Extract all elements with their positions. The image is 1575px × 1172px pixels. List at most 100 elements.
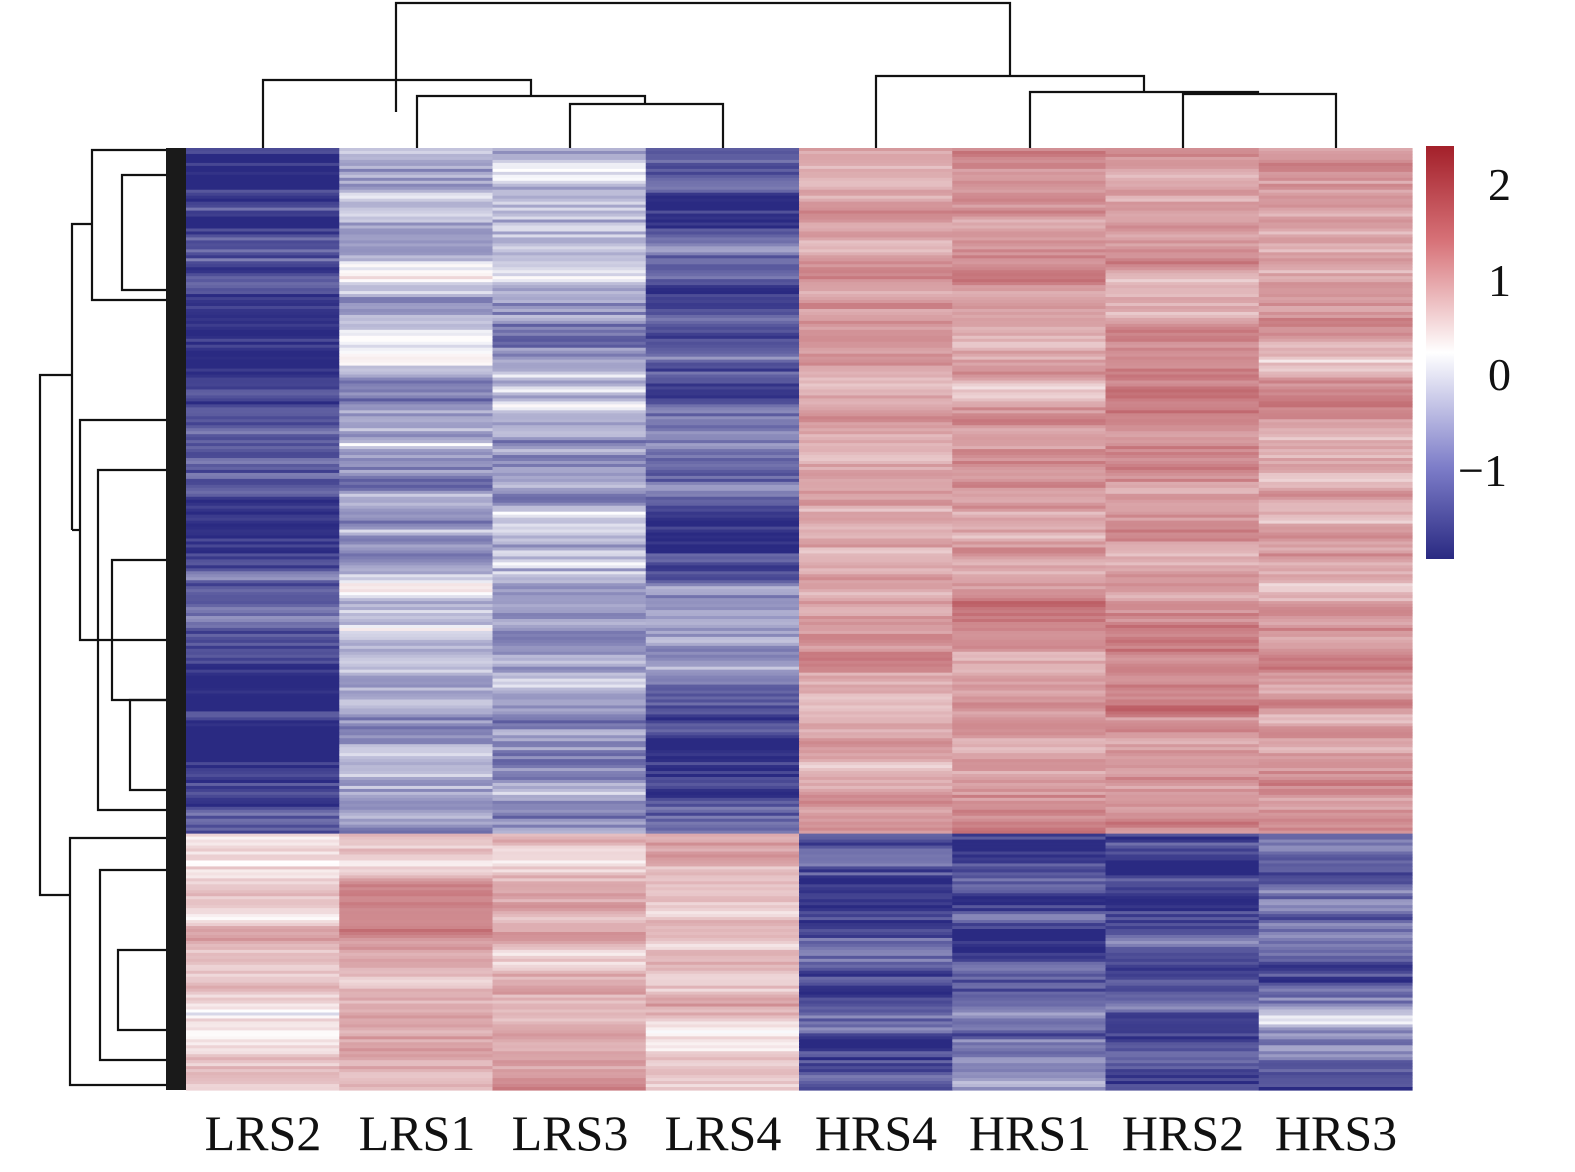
heatmap-cell [339, 240, 494, 244]
heatmap-cell [339, 398, 494, 402]
heatmap-cell [1258, 267, 1413, 271]
heatmap-cell [1105, 872, 1260, 876]
heatmap-cell [1258, 908, 1413, 912]
heatmap-cell [339, 177, 494, 182]
heatmap-cell [645, 344, 800, 349]
heatmap-cell [339, 1039, 494, 1043]
heatmap-cell [186, 520, 340, 525]
heatmap-cell [799, 544, 953, 549]
heatmap-cell [186, 371, 340, 376]
heatmap-cell [799, 541, 953, 546]
heatmap-cell [1105, 723, 1260, 727]
heatmap-cell [492, 490, 647, 495]
heatmap-cell [799, 678, 953, 683]
heatmap-cell [492, 383, 647, 388]
heatmap-cell [339, 642, 494, 647]
heatmap-cell [645, 183, 800, 188]
heatmap-cell [799, 583, 953, 587]
heatmap-cell [339, 535, 494, 540]
heatmap-cell [1105, 326, 1260, 331]
heatmap-cell [799, 338, 953, 343]
heatmap-cell [339, 359, 494, 364]
heatmap-cell [339, 1066, 494, 1070]
heatmap-cell [645, 711, 800, 715]
heatmap-cell [645, 443, 800, 447]
heatmap-cell [952, 729, 1107, 733]
heatmap-cell [645, 216, 800, 221]
heatmap-cell [186, 183, 340, 188]
heatmap-cell [1258, 917, 1413, 921]
heatmap-cell [1105, 627, 1260, 632]
heatmap-cell [492, 338, 647, 343]
heatmap-cell [1105, 413, 1260, 417]
heatmap-cell [952, 601, 1107, 605]
column-label: LRS2 [205, 1105, 322, 1161]
heatmap-cell [492, 416, 647, 420]
heatmap-cell [799, 979, 953, 984]
heatmap-cell [1105, 305, 1260, 310]
heatmap-cell [186, 732, 340, 736]
heatmap-cell [645, 964, 800, 969]
heatmap-cell [799, 520, 953, 525]
heatmap-cell [645, 934, 800, 939]
heatmap-cell [799, 559, 953, 563]
heatmap-cell [645, 395, 800, 399]
heatmap-cell [645, 311, 800, 316]
heatmap-cell [186, 189, 340, 194]
heatmap-cell [1258, 544, 1413, 549]
heatmap-cell [645, 660, 800, 665]
heatmap-cell [1105, 970, 1260, 975]
heatmap-cell [1258, 493, 1413, 498]
heatmap-cell [952, 732, 1107, 736]
heatmap-cell [1105, 729, 1260, 733]
heatmap-cell [645, 401, 800, 405]
heatmap-cell [492, 511, 647, 516]
heatmap-cell [645, 425, 800, 429]
heatmap-cell [799, 592, 953, 596]
heatmap-cell [339, 463, 494, 468]
heatmap-cell [799, 932, 953, 936]
heatmap-cell [952, 1081, 1107, 1085]
heatmap-cell [186, 532, 340, 537]
heatmap-cell [952, 648, 1107, 653]
heatmap-cell [492, 487, 647, 492]
heatmap-cell [645, 645, 800, 650]
heatmap-cell [645, 300, 800, 304]
heatmap-cell [799, 413, 953, 417]
heatmap-cell [1105, 380, 1260, 385]
heatmap-cell [799, 621, 953, 626]
heatmap-cell [952, 1000, 1107, 1005]
heatmap-cell [952, 469, 1107, 474]
heatmap-cell [799, 294, 953, 298]
heatmap-cell [952, 1084, 1107, 1088]
heatmap-cell [1258, 374, 1413, 379]
heatmap-cell [339, 702, 494, 707]
heatmap-cell [186, 1063, 340, 1067]
heatmap-cell [186, 753, 340, 757]
heatmap-cell [799, 729, 953, 733]
heatmap-cell [952, 926, 1107, 930]
heatmap-cell [1105, 765, 1260, 769]
heatmap-cell [186, 973, 340, 978]
heatmap-cell [1105, 785, 1260, 790]
heatmap-cell [1258, 159, 1413, 164]
heatmap-cell [186, 368, 340, 373]
heatmap-cell [339, 833, 494, 838]
heatmap-cell [952, 586, 1107, 590]
heatmap-cell [339, 776, 494, 781]
heatmap-cell [1258, 204, 1413, 209]
heatmap-cell [952, 899, 1107, 903]
scale-tick-label: 1 [1488, 255, 1511, 306]
heatmap-cell [952, 1048, 1107, 1052]
heatmap-cell [645, 577, 800, 581]
heatmap-cell [1258, 428, 1413, 432]
heatmap-cell [186, 747, 340, 751]
heatmap-cell [799, 222, 953, 227]
heatmap-cell [1105, 168, 1260, 173]
heatmap-cell [645, 782, 800, 787]
heatmap-cell [339, 386, 494, 391]
heatmap-cell [799, 645, 953, 650]
heatmap-cell [1258, 481, 1413, 486]
heatmap-cell [492, 595, 647, 599]
heatmap-cell [645, 1003, 800, 1008]
